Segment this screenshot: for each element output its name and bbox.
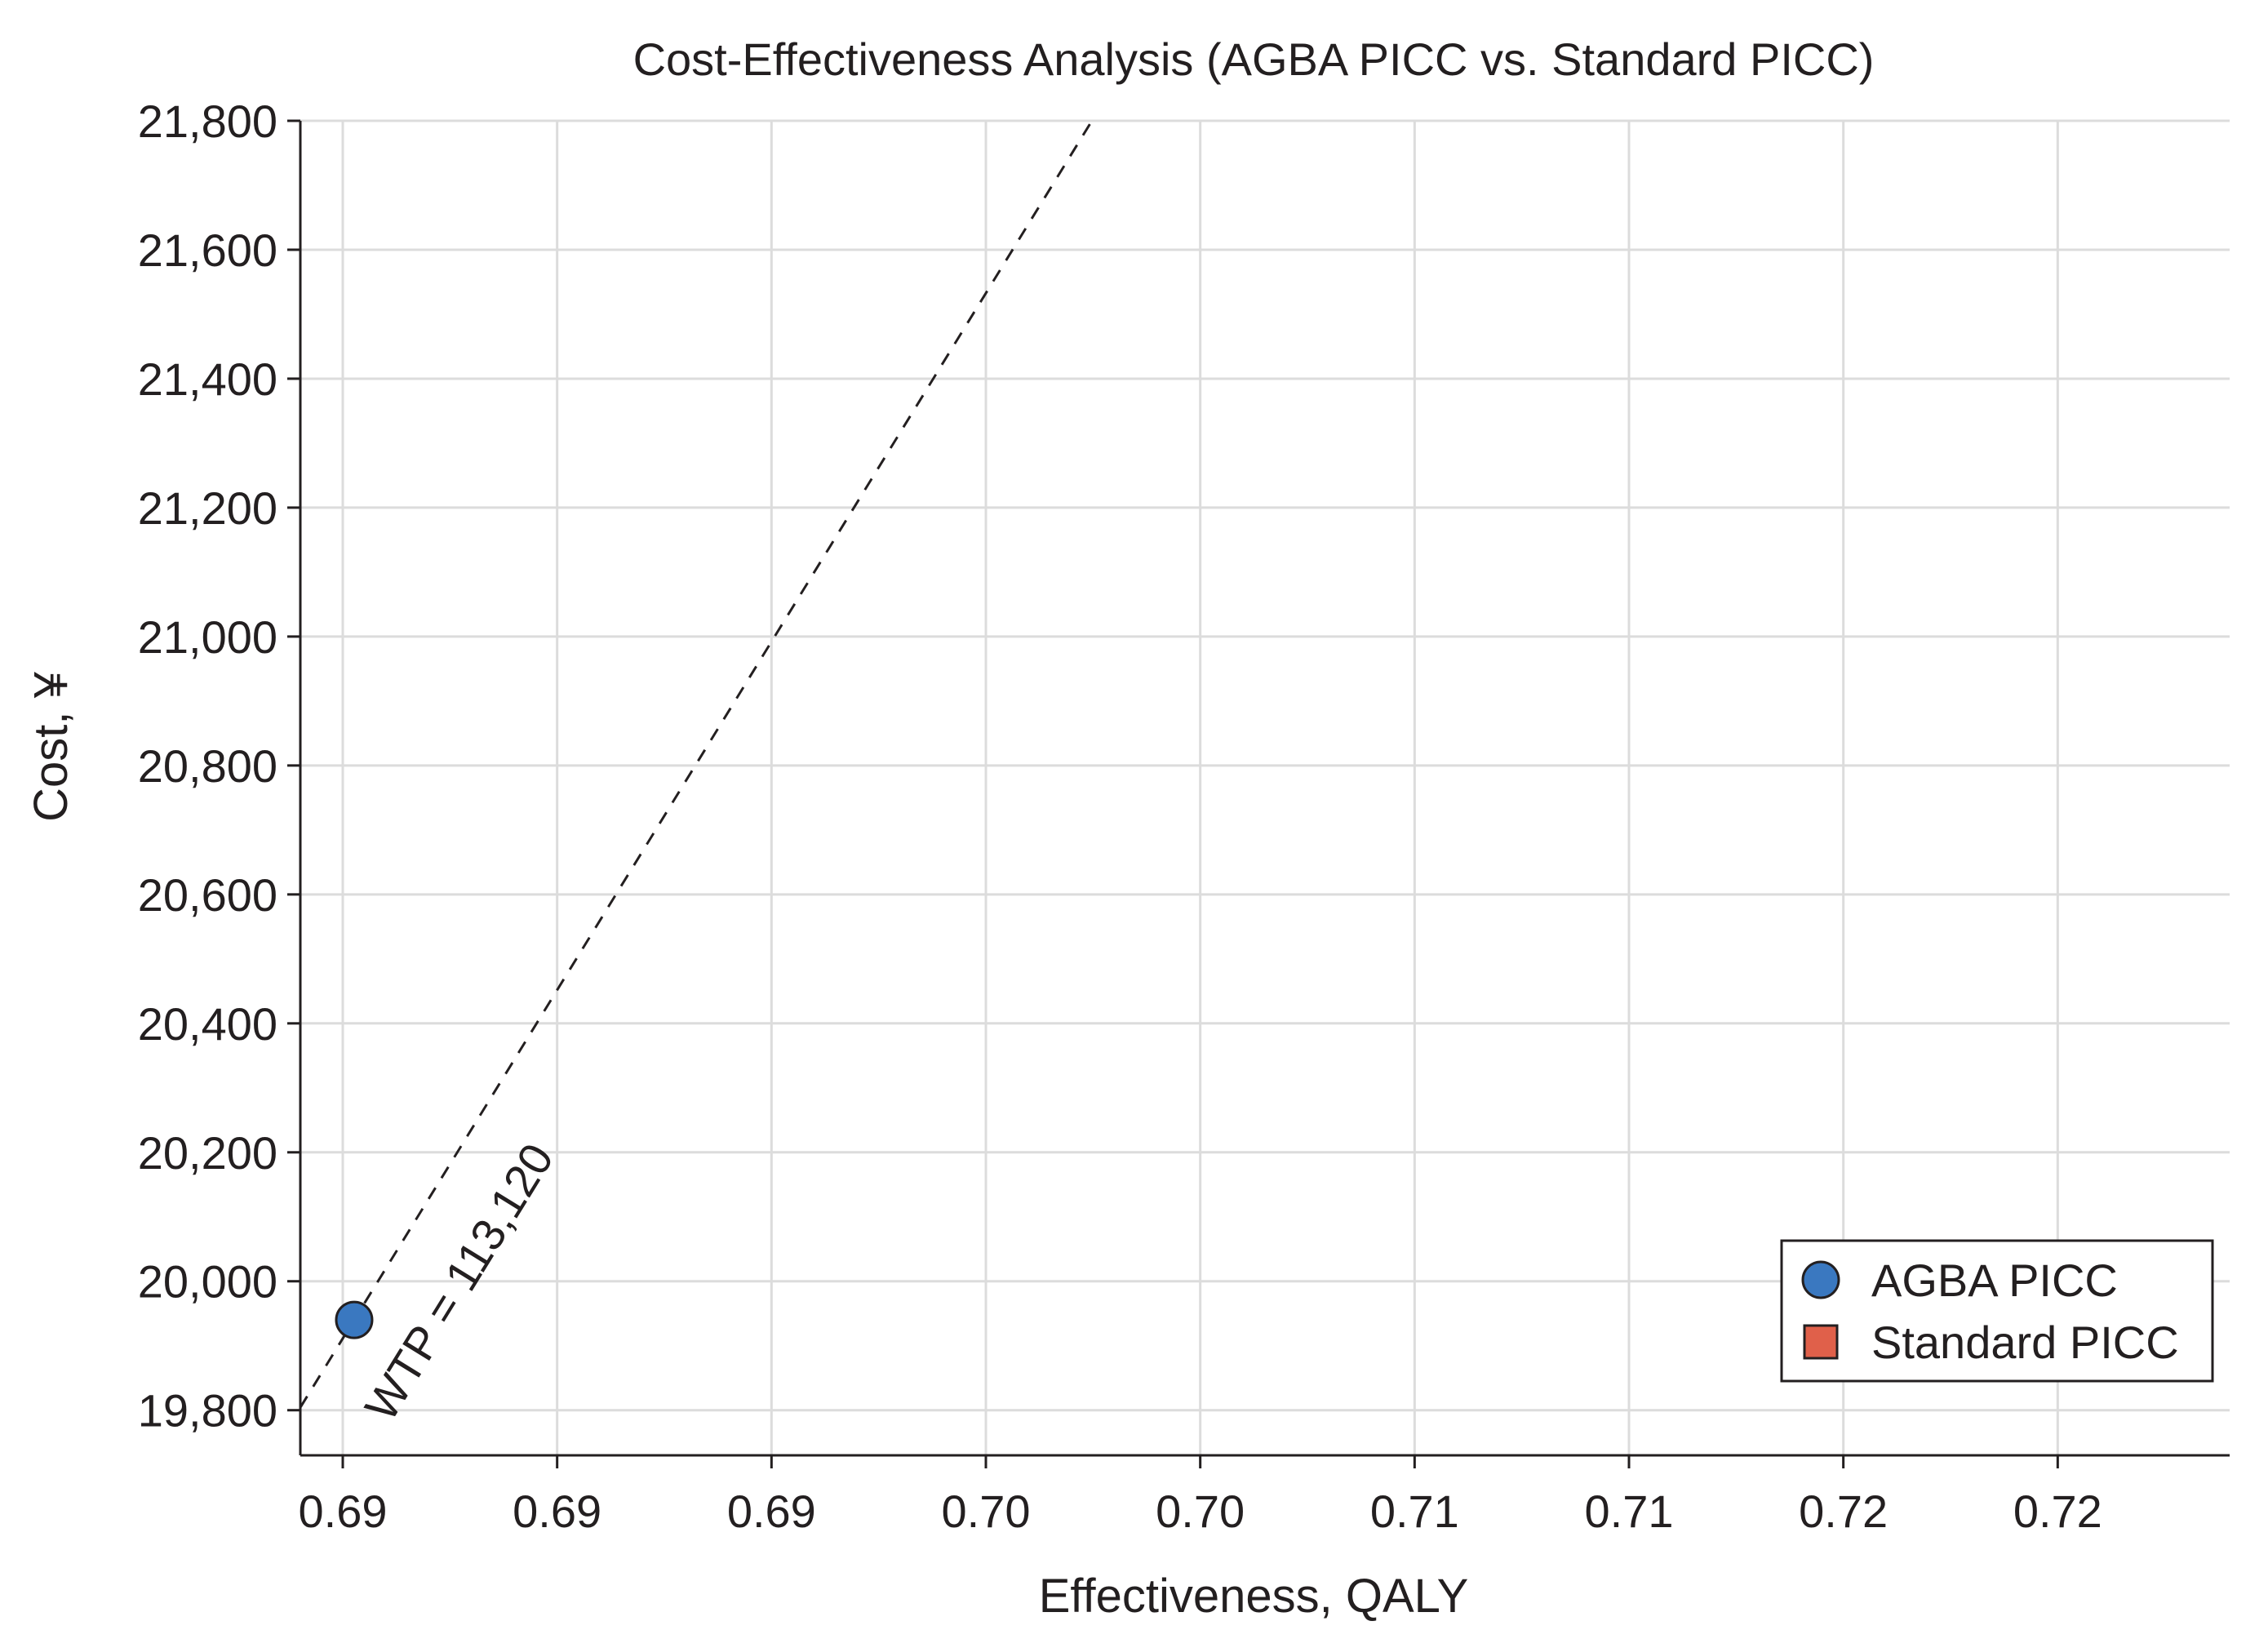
y-tick-label: 19,800 (138, 1385, 277, 1437)
legend-marker-circle (1801, 1260, 1840, 1299)
y-axis-ticks: 19,800 20,000 20,200 20,400 20,600 20,800 21,0… (138, 95, 300, 1437)
wtp-reference-line (299, 120, 1094, 1409)
y-tick-label: 21,800 (138, 95, 277, 147)
x-tick-label: 0.69 (299, 1486, 388, 1537)
chart-title: Cost-Effectiveness Analysis (AGBA PICC v… (633, 33, 1875, 85)
legend-box (1780, 1239, 2214, 1383)
x-tick-label: 0.72 (2013, 1486, 2102, 1537)
y-tick-label: 21,600 (138, 224, 277, 276)
x-axis-ticks: 0.69 0.69 0.69 0.70 0.70 0.71 0.71 0.72 0.72 (299, 1455, 2102, 1537)
grid-lines (300, 119, 2230, 1455)
x-axis-label: Effectiveness, QALY (1039, 1570, 1469, 1623)
y-tick-label: 20,600 (138, 869, 277, 921)
x-tick-label: 0.72 (1799, 1486, 1888, 1537)
x-tick-label: 0.71 (1585, 1486, 1674, 1537)
plot-frame (299, 121, 2230, 1457)
x-tick-label: 0.69 (727, 1486, 816, 1537)
data-points (335, 1300, 374, 1339)
y-tick-label: 21,000 (138, 611, 277, 663)
legend-marker-square (1803, 1324, 1839, 1360)
point-agba-picc (335, 1300, 374, 1339)
y-axis-label: Cost, ¥ (24, 671, 78, 821)
y-tick-label: 20,200 (138, 1127, 277, 1179)
x-tick-label: 0.70 (1156, 1486, 1245, 1537)
y-tick-label: 20,800 (138, 740, 277, 792)
x-tick-label: 0.71 (1370, 1486, 1459, 1537)
legend: AGBA PICC Standard PICC (1780, 1239, 2214, 1383)
y-tick-label: 20,400 (138, 998, 277, 1050)
x-tick-label: 0.69 (513, 1486, 601, 1537)
y-tick-label: 20,000 (138, 1256, 277, 1308)
y-tick-label: 21,200 (138, 482, 277, 534)
x-tick-label: 0.70 (942, 1486, 1031, 1537)
y-tick-label: 21,400 (138, 353, 277, 405)
legend-label: AGBA PICC (1871, 1255, 2118, 1306)
legend-label: Standard PICC (1871, 1317, 2179, 1368)
